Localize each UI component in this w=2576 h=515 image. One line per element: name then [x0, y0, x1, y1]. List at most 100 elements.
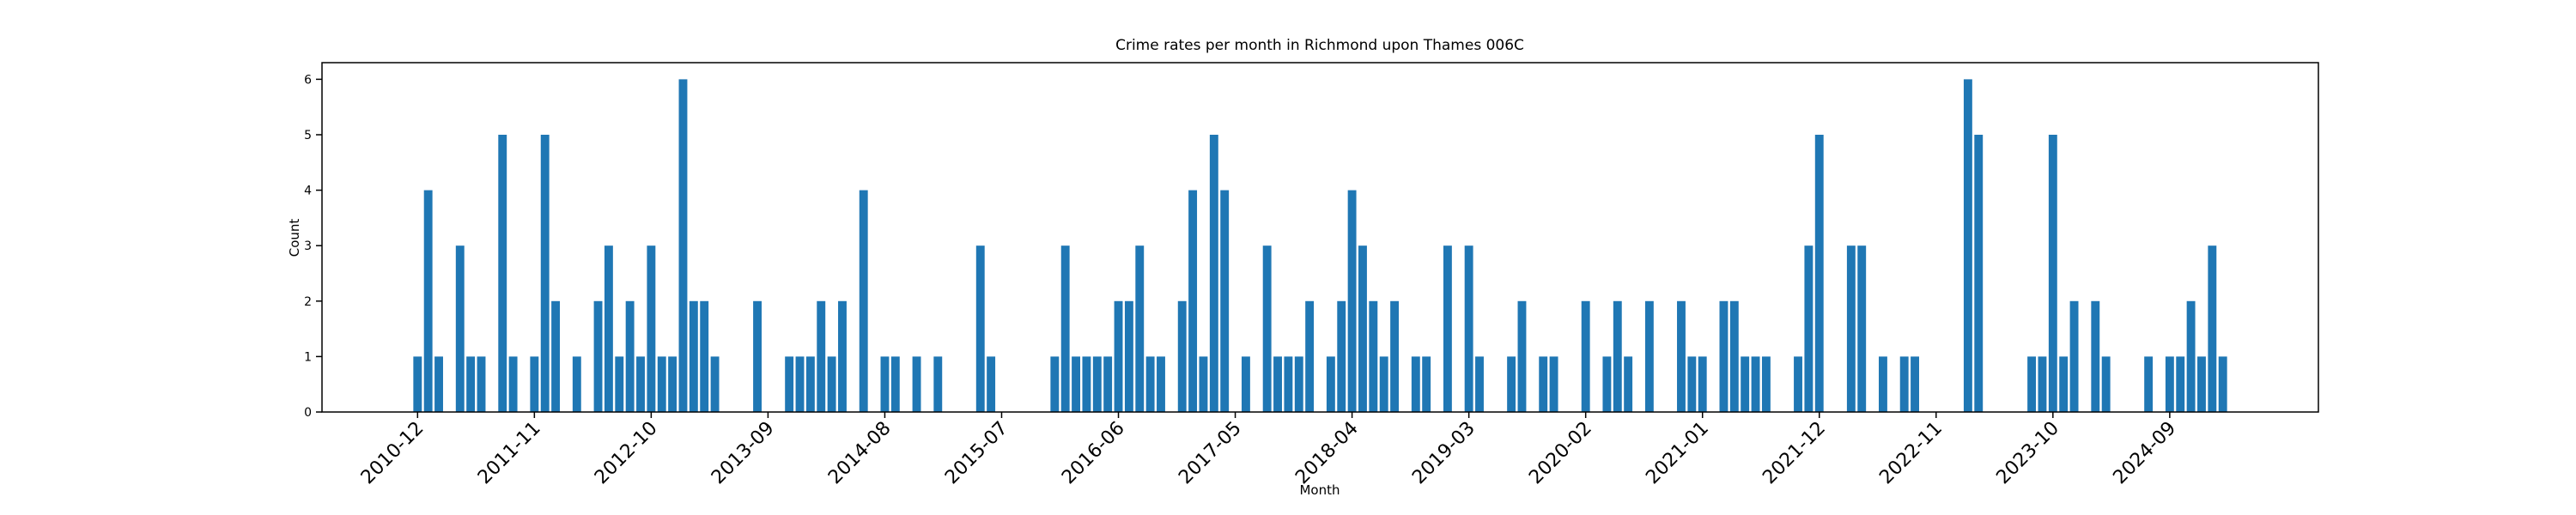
- bar: [1347, 190, 1357, 413]
- bar: [1687, 356, 1697, 412]
- bar: [1326, 356, 1335, 412]
- x-tick-label: 2016-06: [1058, 418, 1129, 489]
- x-tick-label: 2012-10: [591, 418, 662, 489]
- bar: [1729, 300, 1739, 412]
- bar: [827, 356, 836, 412]
- bar: [1507, 356, 1516, 412]
- bar: [1241, 356, 1250, 412]
- bar: [1751, 356, 1760, 412]
- y-tick-label: 1: [304, 350, 312, 364]
- bar: [1145, 356, 1155, 412]
- x-tick-label: 2019-03: [1408, 418, 1479, 489]
- y-tick-label: 4: [304, 185, 312, 198]
- bar: [1135, 245, 1145, 412]
- bar: [1613, 300, 1622, 412]
- bar: [859, 190, 868, 413]
- bar: [551, 300, 561, 412]
- bar: [1549, 356, 1558, 412]
- bar: [1103, 356, 1113, 412]
- bar: [615, 356, 624, 412]
- bar: [2027, 356, 2037, 412]
- bar: [2048, 134, 2057, 412]
- bar: [1443, 245, 1452, 412]
- bar: [1199, 356, 1208, 412]
- bar: [1517, 300, 1527, 412]
- bar: [689, 300, 698, 412]
- bar: [508, 356, 518, 412]
- bar: [1475, 356, 1484, 412]
- bar: [1305, 300, 1315, 412]
- bar: [1358, 245, 1367, 412]
- bar: [2218, 356, 2227, 412]
- bar: [912, 356, 921, 412]
- bar: [1157, 356, 1165, 412]
- bar: [413, 356, 422, 412]
- bar: [2101, 356, 2111, 412]
- bar: [1879, 356, 1887, 412]
- bar: [647, 245, 656, 412]
- bar: [795, 356, 805, 412]
- x-tick-label: 2011-11: [474, 418, 545, 489]
- bar: [1411, 356, 1420, 412]
- x-tick-label: 2015-07: [941, 418, 1012, 489]
- bar: [2069, 300, 2079, 412]
- x-tick-label: 2010-12: [357, 418, 428, 489]
- x-tick-label: 2021-12: [1759, 418, 1830, 489]
- bar: [987, 356, 996, 412]
- bar: [2197, 356, 2206, 412]
- bar: [434, 356, 443, 412]
- bar: [1464, 245, 1473, 412]
- bar: [1294, 356, 1303, 412]
- bar: [1209, 134, 1218, 412]
- bar: [805, 356, 815, 412]
- y-tick-label: 5: [304, 129, 312, 142]
- bar: [2208, 245, 2217, 412]
- bar: [1794, 356, 1802, 412]
- bar: [1369, 300, 1378, 412]
- bar: [498, 134, 507, 412]
- bar: [2176, 356, 2185, 412]
- bar: [1082, 356, 1091, 412]
- y-axis-label: Count: [287, 219, 302, 258]
- bar: [1761, 356, 1771, 412]
- x-tick-label: 2017-05: [1175, 418, 1246, 489]
- x-tick-label: 2024-09: [2109, 418, 2180, 489]
- bar: [838, 300, 847, 412]
- plot-frame: [321, 62, 2319, 413]
- bar: [1624, 356, 1633, 412]
- bar: [1804, 245, 1814, 412]
- bar: [593, 300, 603, 412]
- bar: [785, 356, 794, 412]
- bar: [1741, 356, 1750, 412]
- bar: [1899, 356, 1909, 412]
- bar: [880, 356, 890, 412]
- bar: [1719, 300, 1728, 412]
- bar: [572, 356, 581, 412]
- bar: [1581, 300, 1590, 412]
- x-tick-label: 2021-01: [1642, 418, 1713, 489]
- bar: [2165, 356, 2174, 412]
- bar: [710, 356, 720, 412]
- x-tick-label: 2018-04: [1291, 418, 1363, 489]
- y-tick-label: 3: [304, 239, 312, 253]
- bar: [1220, 190, 1230, 413]
- x-tick-label: 2014-08: [824, 418, 896, 489]
- chart-title: Crime rates per month in Richmond upon T…: [1115, 37, 1524, 54]
- bar: [700, 300, 709, 412]
- bar: [636, 356, 645, 412]
- bar: [1379, 356, 1388, 412]
- x-tick-label: 2022-11: [1875, 418, 1947, 489]
- bar: [975, 245, 985, 412]
- bar: [2186, 300, 2196, 412]
- bar: [1602, 356, 1612, 412]
- bar: [890, 356, 900, 412]
- bar: [1273, 356, 1282, 412]
- bar: [423, 190, 433, 413]
- bar: [2144, 356, 2154, 412]
- bar: [753, 300, 762, 412]
- bar: [1188, 190, 1198, 413]
- bar: [1422, 356, 1431, 412]
- bar: [1092, 356, 1102, 412]
- bar: [1124, 300, 1133, 412]
